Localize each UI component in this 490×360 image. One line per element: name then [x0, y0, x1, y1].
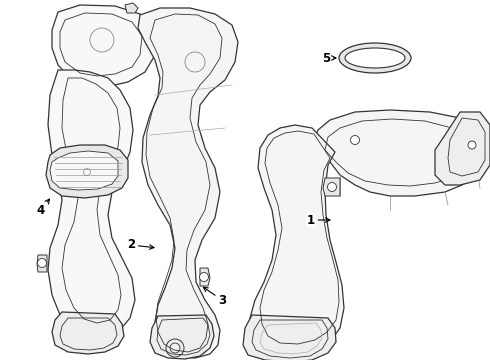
Ellipse shape — [345, 48, 405, 68]
Circle shape — [350, 135, 360, 144]
Polygon shape — [138, 8, 238, 358]
Polygon shape — [48, 70, 135, 336]
Text: 2: 2 — [127, 239, 154, 252]
Text: 4: 4 — [37, 199, 49, 216]
Polygon shape — [150, 315, 214, 359]
Polygon shape — [243, 315, 336, 360]
Polygon shape — [37, 255, 47, 272]
Polygon shape — [46, 145, 128, 198]
Ellipse shape — [339, 43, 411, 73]
Polygon shape — [50, 151, 118, 190]
Text: 5: 5 — [322, 51, 336, 64]
Text: 3: 3 — [203, 287, 226, 306]
Polygon shape — [200, 268, 210, 286]
Polygon shape — [250, 125, 344, 357]
Polygon shape — [312, 110, 485, 196]
Polygon shape — [125, 3, 138, 13]
Circle shape — [327, 183, 337, 192]
Polygon shape — [323, 178, 340, 196]
Polygon shape — [52, 5, 155, 86]
Polygon shape — [52, 312, 124, 354]
Polygon shape — [435, 112, 490, 185]
Circle shape — [38, 258, 47, 267]
Circle shape — [468, 141, 476, 149]
Circle shape — [199, 273, 209, 282]
Text: 1: 1 — [307, 213, 330, 226]
